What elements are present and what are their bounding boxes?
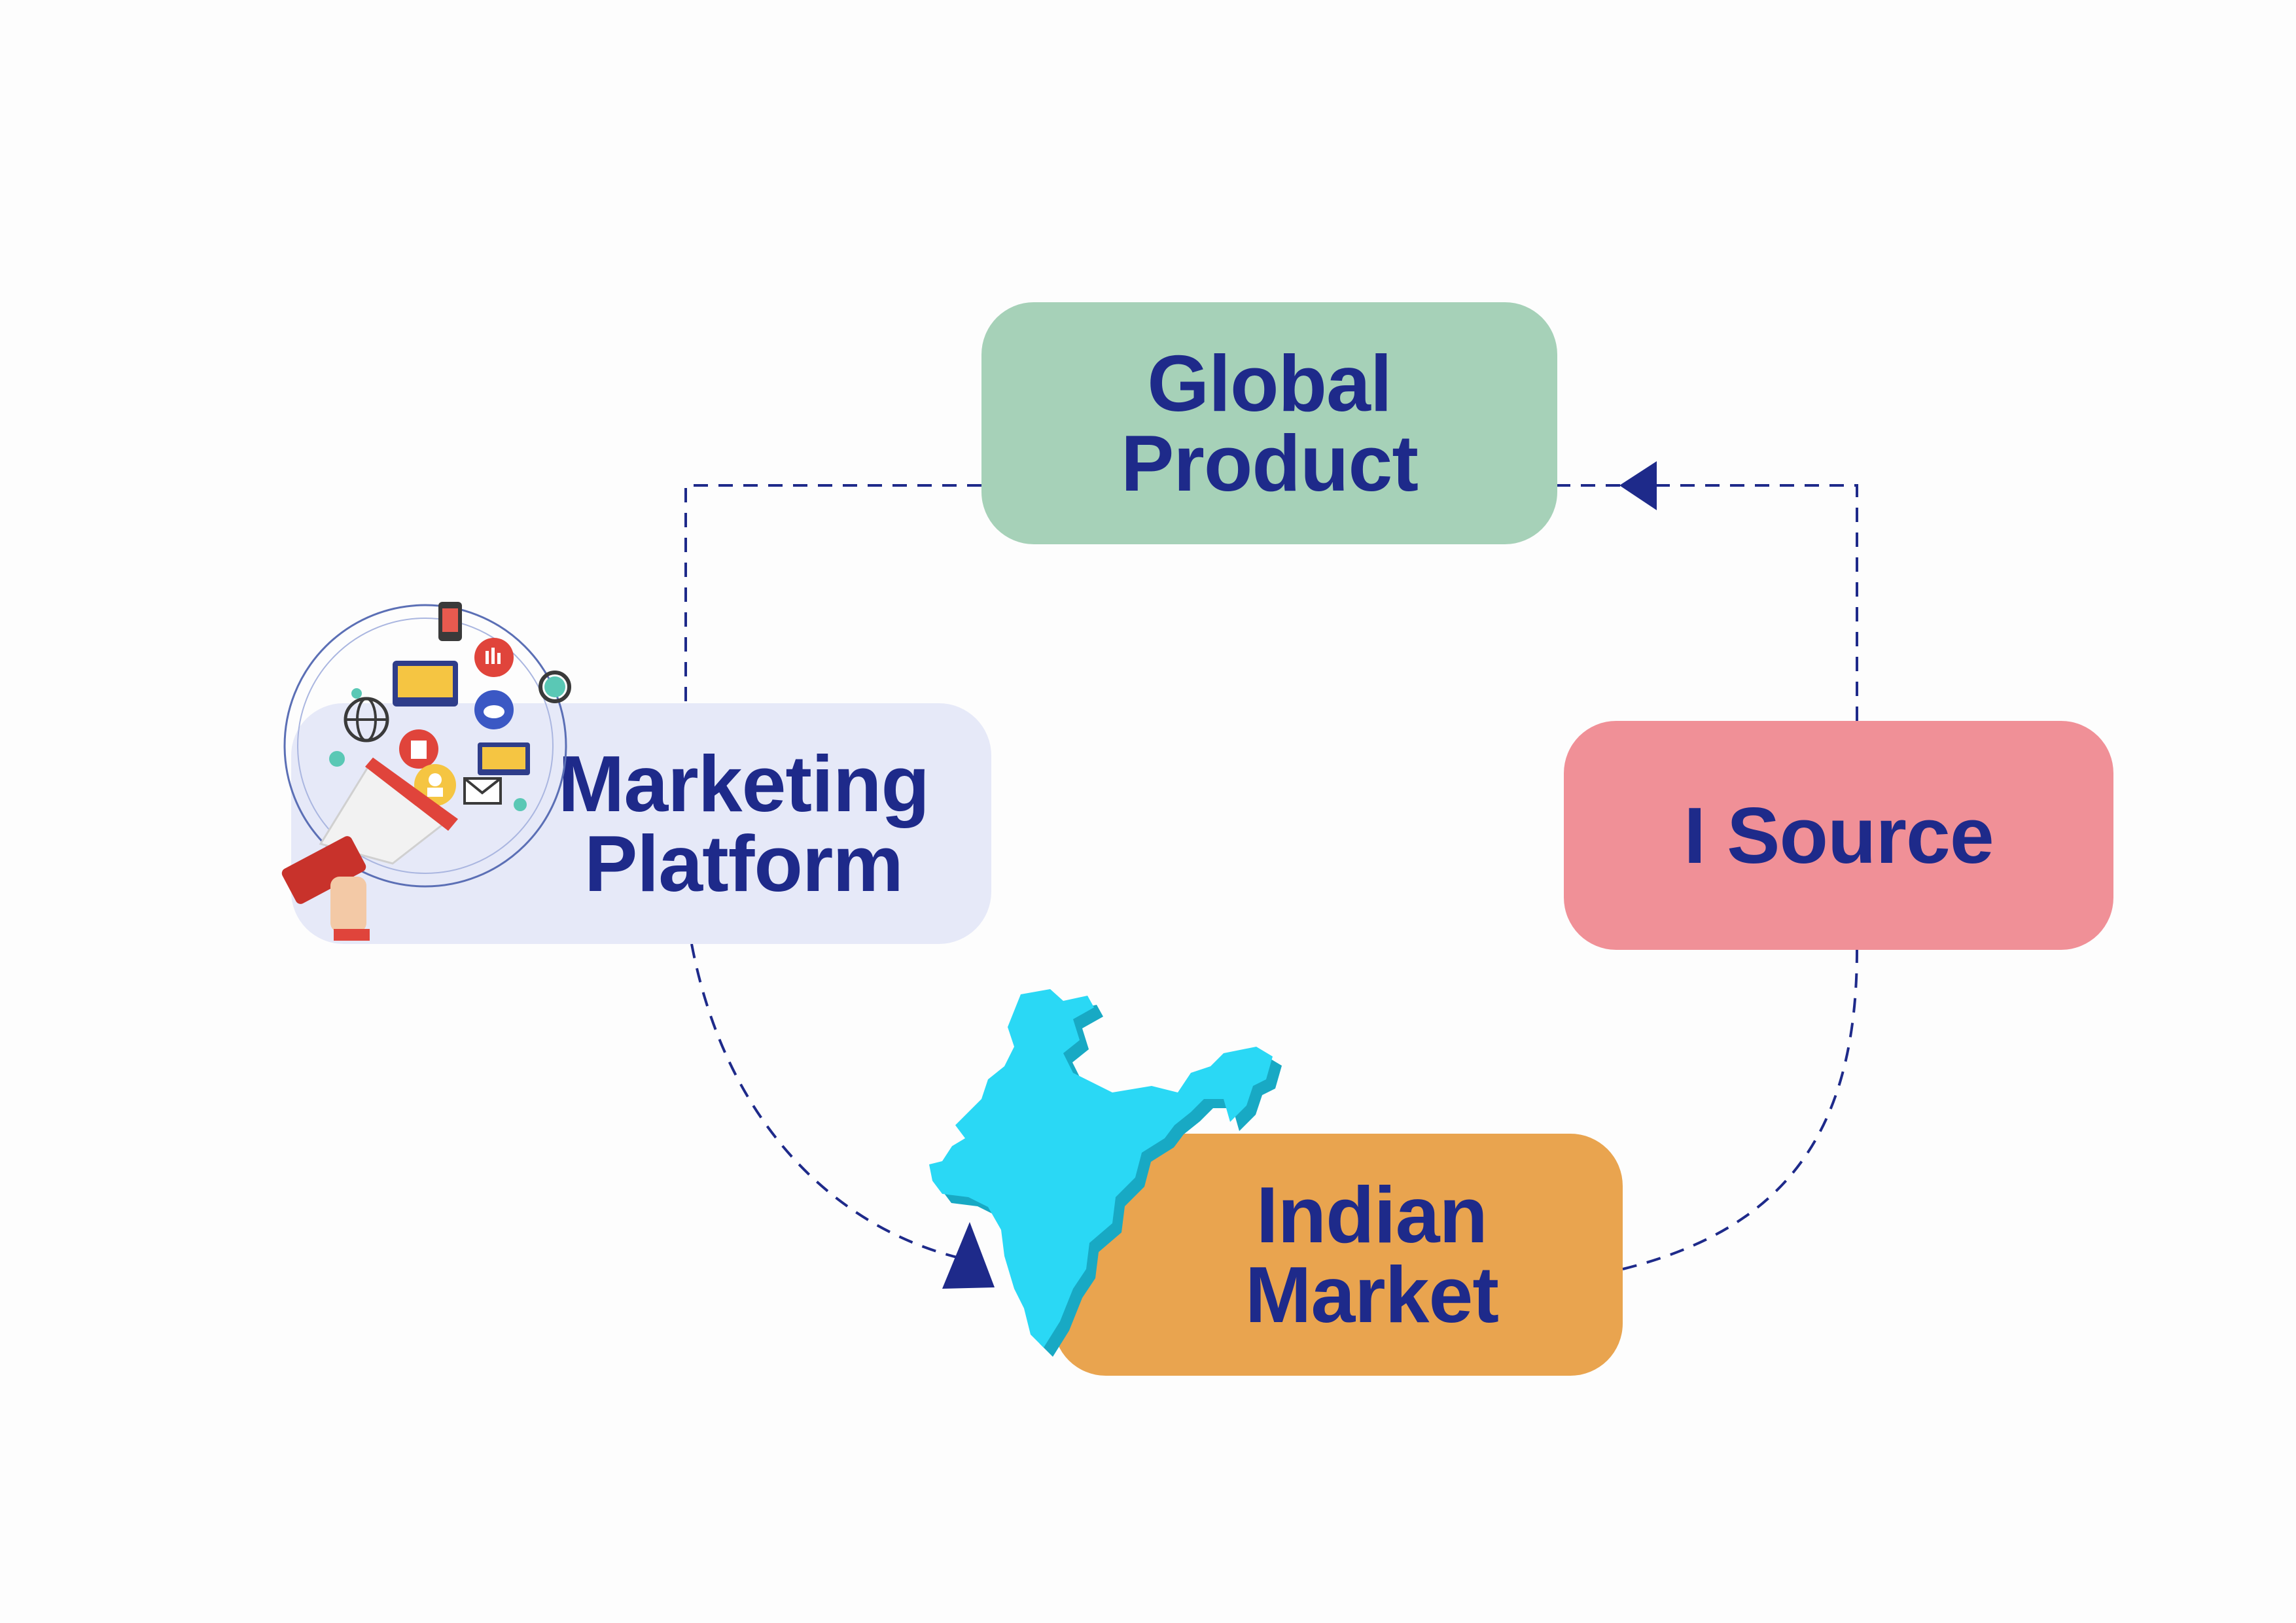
arrowhead-indian-market (942, 1222, 995, 1289)
edge-global-product-to-marketing-platform (684, 484, 981, 703)
node-isource: I Source (1564, 721, 2113, 950)
edge-marketing-platform-to-indian-market (690, 943, 966, 1261)
node-indian-market-label: Indian Market (1245, 1170, 1499, 1339)
edge-isource-to-global-product (1557, 484, 1858, 721)
arrowhead-global-product (1619, 461, 1657, 510)
node-isource-label: I Source (1684, 791, 1994, 880)
edge-indian-market-to-isource (1622, 949, 1858, 1270)
node-global-product: Global Product (981, 302, 1557, 544)
node-marketing-platform-label: Marketing Platform (557, 739, 930, 908)
megaphone-digital-marketing-icon (281, 602, 571, 941)
india-map-icon (929, 989, 1282, 1357)
node-global-product-label: Global Product (1121, 339, 1419, 508)
node-indian-market: Indian Market (1053, 1134, 1623, 1376)
